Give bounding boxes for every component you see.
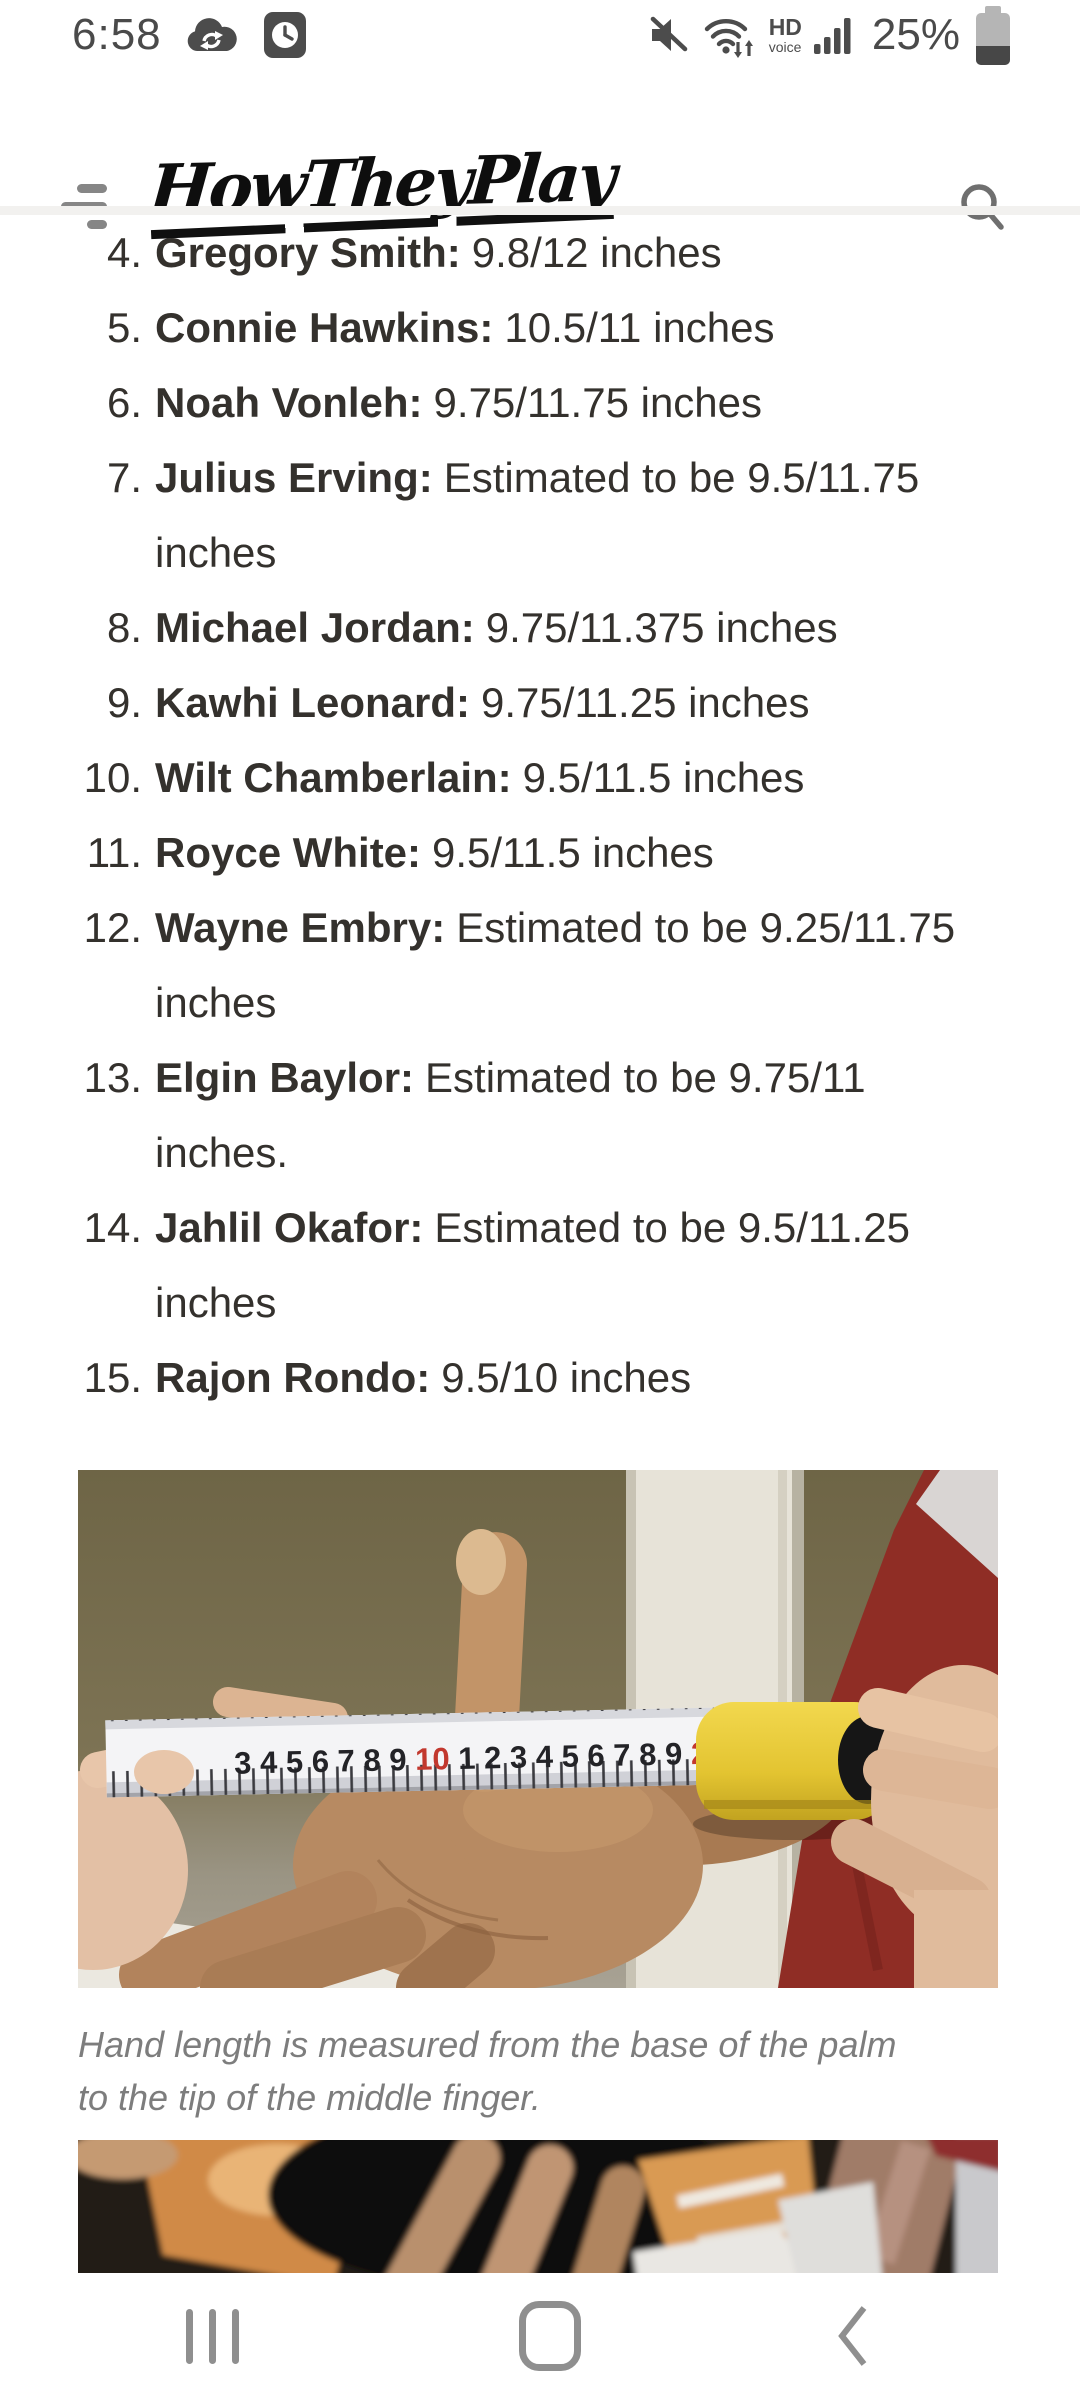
list-item: 9. Kawhi Leonard: 9.75/11.25 inches [106, 679, 810, 726]
status-time: 6:58 [72, 10, 162, 59]
screen-time-icon [263, 12, 306, 58]
list-item: 8. Michael Jordan: 9.75/11.375 inches [106, 604, 838, 651]
recents-button[interactable] [186, 2309, 239, 2364]
list-item: 15. Rajon Rondo: 9.5/10 inches [83, 1354, 692, 1401]
list-item: 5. Connie Hawkins: 10.5/11 inches [106, 304, 775, 351]
app-header: HowTheyPlay [0, 70, 1080, 240]
battery-icon [976, 5, 1010, 65]
photo1-measuring-tape: 3 4 5 6 7 8 9 10 1 2 3 4 5 6 7 8 9 20 1 … [105, 1705, 881, 1798]
list-item: 4. Gregory Smith: 9.8/12 inches [106, 229, 722, 276]
list-item: 13. Elgin Baylor: Estimated to be 9.75/11 … [83, 1054, 866, 1176]
android-nav-bar [0, 2273, 1080, 2400]
status-bar: 6:58 [0, 0, 1080, 70]
list-item: 11. Royce White: 9.5/11.5 inches [86, 829, 714, 876]
hd-voice-label: HD voice [768, 14, 802, 55]
list-item: 6. Noah Vonleh: 9.75/11.75 inches [106, 379, 763, 426]
search-icon[interactable] [958, 182, 1008, 234]
photo1-left-thumb-over-tape [134, 1750, 194, 1794]
list-item: 12. Wayne Embry: Estimated to be 9.25/11.7… [83, 904, 956, 1026]
home-button[interactable] [519, 2301, 581, 2371]
battery-percent: 25% [871, 10, 960, 59]
player-hand-size-list: 4. Gregory Smith: 9.8/12 inches 5. Connie H… [78, 215, 1002, 1415]
article-image-hand-measurement: 3 4 5 6 7 8 9 10 1 2 3 4 5 6 7 8 9 20 1 … [78, 1470, 998, 1988]
wifi-icon [704, 18, 753, 58]
caption-line-2: to the tip of the middle finger. [78, 2077, 541, 2118]
article-content: 4. Gregory Smith: 9.8/12 inches 5. Connie H… [0, 206, 1080, 2275]
back-button[interactable] [834, 2303, 870, 2369]
list-item: 10. Wilt Chamberlain: 9.5/11.5 inches [83, 754, 805, 801]
mute-icon [650, 16, 687, 52]
caption-line-1: Hand length is measured from the base of… [78, 2024, 897, 2065]
signal-strength-icon [813, 18, 851, 54]
list-item: 7. Julius Erving: Estimated to be 9.5/11.7… [106, 454, 920, 576]
article-image-fingers [78, 2140, 998, 2275]
photo2-scene [78, 2140, 998, 2275]
cloud-sync-icon [187, 18, 237, 51]
photo1-right-holder-hand [831, 1665, 998, 1988]
list-item: 14. Jahlil Okafor: Estimated to be 9.5/11.… [83, 1204, 910, 1326]
image-caption: Hand length is measured from the base of… [78, 2018, 1002, 2124]
